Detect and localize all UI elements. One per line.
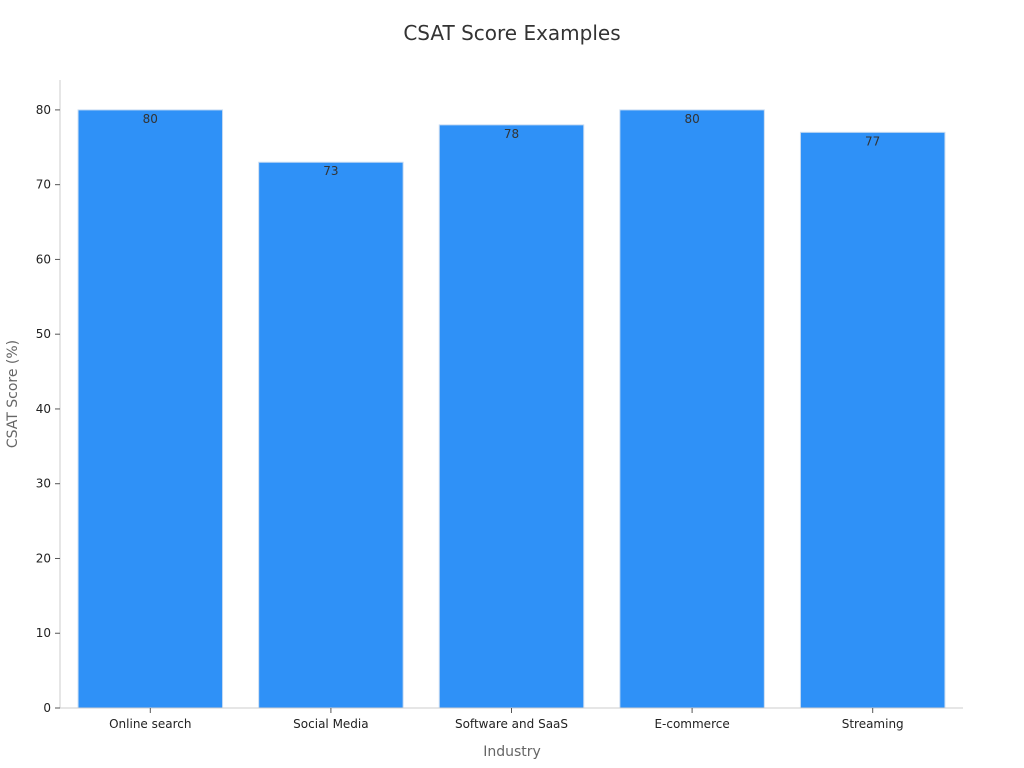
- data-label: 80: [143, 112, 158, 126]
- x-tick-label: Social Media: [293, 717, 368, 731]
- y-tick-label: 40: [36, 402, 51, 416]
- y-tick-label: 10: [36, 626, 51, 640]
- bar: [258, 161, 404, 709]
- bar: [799, 131, 946, 709]
- chart-title: CSAT Score Examples: [403, 21, 620, 45]
- bar: [77, 109, 224, 709]
- y-tick-label: 20: [36, 551, 51, 565]
- x-axis: Online search Social Media Software and Sa…: [60, 707, 963, 731]
- data-label: 73: [323, 164, 338, 178]
- bars-group: 80 73 78 80 77: [77, 109, 946, 709]
- x-tick-label: Streaming: [842, 717, 904, 731]
- y-tick-label: 50: [36, 327, 51, 341]
- x-tick-label: E-commerce: [654, 717, 729, 731]
- y-axis-label: CSAT Score (%): [5, 340, 21, 448]
- data-label: 80: [684, 112, 699, 126]
- bar: [438, 124, 585, 709]
- data-label: 77: [865, 134, 880, 148]
- x-axis-label: Industry: [483, 744, 541, 760]
- y-tick-label: 80: [36, 103, 51, 117]
- x-tick-label: Online search: [109, 717, 191, 731]
- x-tick-label: Software and SaaS: [455, 717, 568, 731]
- y-tick-label: 0: [43, 701, 51, 715]
- bar: [619, 109, 765, 709]
- y-tick-label: 70: [36, 178, 51, 192]
- data-label: 78: [504, 127, 519, 141]
- y-axis: 0 10 20 30 40 50 60 70 80: [36, 80, 61, 715]
- y-tick-label: 30: [36, 477, 51, 491]
- y-tick-label: 60: [36, 252, 51, 266]
